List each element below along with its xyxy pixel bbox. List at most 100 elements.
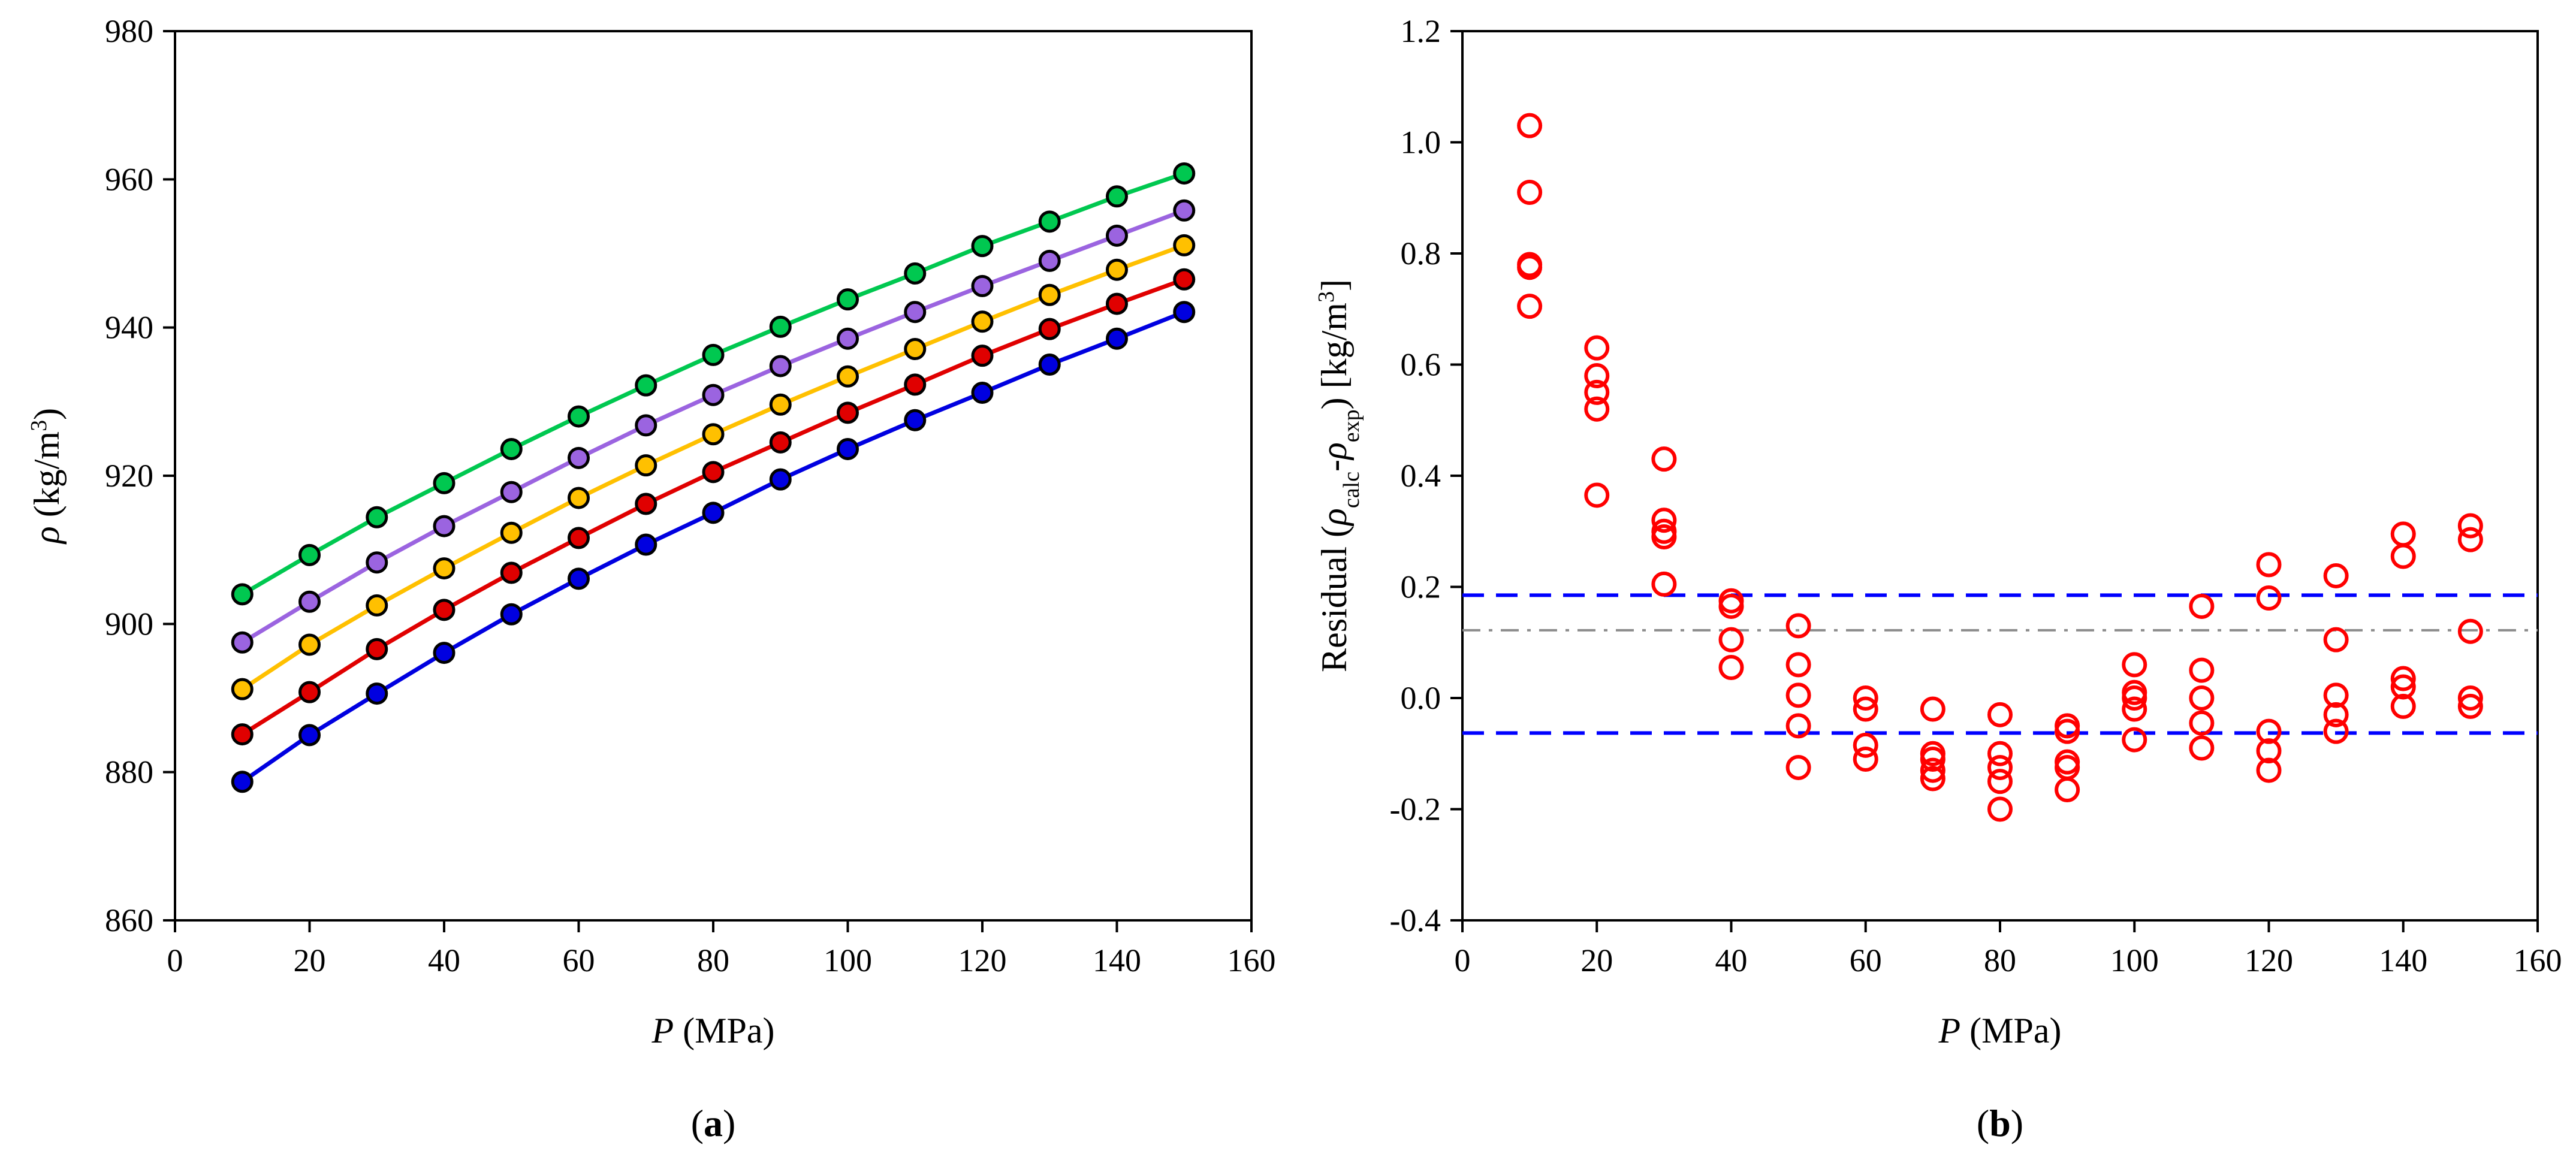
x-tick-label: 160 bbox=[2514, 942, 2562, 978]
residual-point bbox=[1785, 754, 1811, 780]
y-tick-label: 980 bbox=[105, 13, 153, 49]
series-green-point bbox=[971, 235, 994, 258]
series-green-point bbox=[568, 405, 590, 428]
x-tick-label: 60 bbox=[1850, 942, 1882, 978]
x-tick-label: 80 bbox=[697, 942, 729, 978]
series-orange-point bbox=[837, 365, 859, 388]
residual-point bbox=[2390, 543, 2416, 569]
residual-point bbox=[1785, 682, 1811, 708]
residual-point bbox=[2323, 718, 2349, 744]
series-red-point bbox=[1038, 318, 1061, 340]
residual-point bbox=[2390, 666, 2416, 691]
residual-point bbox=[1853, 732, 1878, 758]
residual-point bbox=[1785, 713, 1811, 739]
series-purple-point bbox=[837, 327, 859, 350]
series-green-point bbox=[298, 543, 321, 566]
x-tick-label: 40 bbox=[1715, 942, 1748, 978]
y-tick-label: -0.4 bbox=[1390, 902, 1441, 938]
series-red-point bbox=[500, 561, 523, 584]
residual-point bbox=[2122, 652, 2147, 678]
series-red-point bbox=[702, 461, 725, 484]
series-purple-point bbox=[1038, 249, 1061, 272]
series-purple-point bbox=[568, 446, 590, 469]
series-red-point bbox=[433, 599, 456, 621]
series-orange-point bbox=[1038, 283, 1061, 306]
series-purple-point bbox=[433, 515, 456, 537]
series-blue-point bbox=[500, 603, 523, 626]
series-blue-point bbox=[635, 533, 657, 556]
x-axis-label: P (MPa) bbox=[1938, 1011, 2062, 1050]
series-red-point bbox=[635, 493, 657, 515]
series-blue-point bbox=[971, 381, 994, 404]
series-purple-point bbox=[231, 631, 254, 654]
residual-point bbox=[2256, 738, 2282, 764]
series-blue-point bbox=[769, 468, 792, 491]
residual-point bbox=[1920, 757, 1945, 783]
series-purple-point bbox=[635, 414, 657, 437]
residual-point bbox=[1517, 255, 1543, 280]
residual-point bbox=[1785, 613, 1811, 639]
series-orange-point bbox=[568, 487, 590, 509]
residual-point bbox=[2055, 777, 2080, 803]
residual-point bbox=[2122, 696, 2147, 722]
y-tick-label: 0.4 bbox=[1401, 458, 1441, 494]
residual-point bbox=[2256, 718, 2282, 744]
series-green-point bbox=[433, 472, 456, 494]
residual-point bbox=[2256, 552, 2282, 578]
series-orange-point bbox=[500, 521, 523, 544]
series-red-point bbox=[904, 373, 927, 396]
residual-point bbox=[1987, 796, 2013, 822]
series-orange-point bbox=[702, 423, 725, 446]
series-red-point bbox=[298, 681, 321, 703]
series-purple-point bbox=[500, 481, 523, 503]
series-purple-point bbox=[1106, 224, 1128, 247]
series-orange-point bbox=[769, 393, 792, 416]
plot-frame bbox=[1461, 30, 2539, 922]
x-tick-label: 80 bbox=[1984, 942, 2016, 978]
series-red-point bbox=[1106, 292, 1128, 315]
y-tick-label: 0.8 bbox=[1401, 235, 1441, 271]
x-tick-label: 20 bbox=[1580, 942, 1613, 978]
residual-point bbox=[1853, 696, 1878, 722]
residual-point bbox=[1517, 294, 1543, 319]
residual-point bbox=[1517, 179, 1543, 205]
residual-point bbox=[2256, 757, 2282, 783]
series-green-point bbox=[635, 374, 657, 397]
series-blue-point bbox=[568, 567, 590, 590]
x-tick-label: 140 bbox=[2379, 942, 2427, 978]
residual-point bbox=[2457, 513, 2483, 539]
y-tick-label: 1.2 bbox=[1401, 13, 1441, 49]
series-green-point bbox=[1106, 185, 1128, 208]
series-blue-point bbox=[904, 409, 927, 431]
series-green-point bbox=[366, 506, 388, 528]
residual-point bbox=[2189, 710, 2215, 736]
series-green-point bbox=[1173, 162, 1196, 185]
x-tick-label: 0 bbox=[167, 942, 183, 978]
residual-point bbox=[2122, 727, 2147, 753]
y-tick-label: 0.2 bbox=[1401, 569, 1441, 605]
series-red-point bbox=[837, 401, 859, 424]
series-blue-point bbox=[231, 771, 254, 793]
series-blue-line bbox=[241, 310, 1186, 784]
series-orange-point bbox=[635, 454, 657, 477]
x-tick-label: 20 bbox=[294, 942, 326, 978]
x-tick-label: 120 bbox=[958, 942, 1007, 978]
series-red-point bbox=[769, 431, 792, 454]
series-purple-point bbox=[971, 274, 994, 297]
residual-point bbox=[1584, 379, 1610, 405]
x-axis-label: P (MPa) bbox=[651, 1011, 775, 1050]
residual-point bbox=[2457, 527, 2483, 552]
residual-point bbox=[1584, 335, 1610, 361]
residual-point bbox=[2323, 682, 2349, 708]
residual-point bbox=[2189, 593, 2215, 619]
residual-point bbox=[1853, 685, 1878, 711]
series-green-point bbox=[904, 262, 927, 285]
y-tick-label: 0.6 bbox=[1401, 347, 1441, 383]
panel-label-a: (a) bbox=[691, 1102, 736, 1144]
series-orange-point bbox=[1173, 234, 1196, 256]
series-purple-point bbox=[298, 590, 321, 613]
y-tick-label: 900 bbox=[105, 606, 153, 642]
series-orange-point bbox=[904, 338, 927, 361]
series-orange-point bbox=[433, 557, 456, 580]
